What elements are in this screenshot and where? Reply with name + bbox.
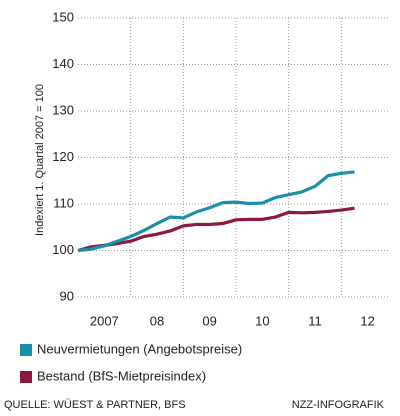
x-tick-label: 2007 xyxy=(90,313,119,328)
x-tick-label: 10 xyxy=(255,313,269,328)
source: QUELLE: WÜEST & PARTNER, BFS xyxy=(4,399,186,411)
y-tick-label: 150 xyxy=(52,9,74,24)
y-axis-label: Indexiert 1. Quartal 2007 = 100 xyxy=(34,84,46,236)
x-tick-label: 09 xyxy=(202,313,216,328)
y-tick-label: 100 xyxy=(52,242,74,257)
x-tick-label: 12 xyxy=(360,313,374,328)
y-tick-label: 120 xyxy=(52,149,74,164)
credit: NZZ-INFOGRAFIK xyxy=(292,399,385,411)
legend-label: Bestand (BfS-Mietpreisindex) xyxy=(37,368,206,383)
y-tick-label: 110 xyxy=(53,195,74,210)
y-tick-label: 140 xyxy=(52,56,74,71)
legend-swatch xyxy=(20,344,32,356)
legend-swatch xyxy=(20,371,32,383)
x-tick-label: 08 xyxy=(150,313,164,328)
x-tick-label: 11 xyxy=(308,313,322,328)
series-line xyxy=(77,170,355,253)
series-line xyxy=(77,206,355,253)
y-tick-label: 130 xyxy=(52,102,74,117)
y-tick-label: 90 xyxy=(60,288,74,303)
legend-label: Neuvermietungen (Angebotspreise) xyxy=(37,341,242,356)
